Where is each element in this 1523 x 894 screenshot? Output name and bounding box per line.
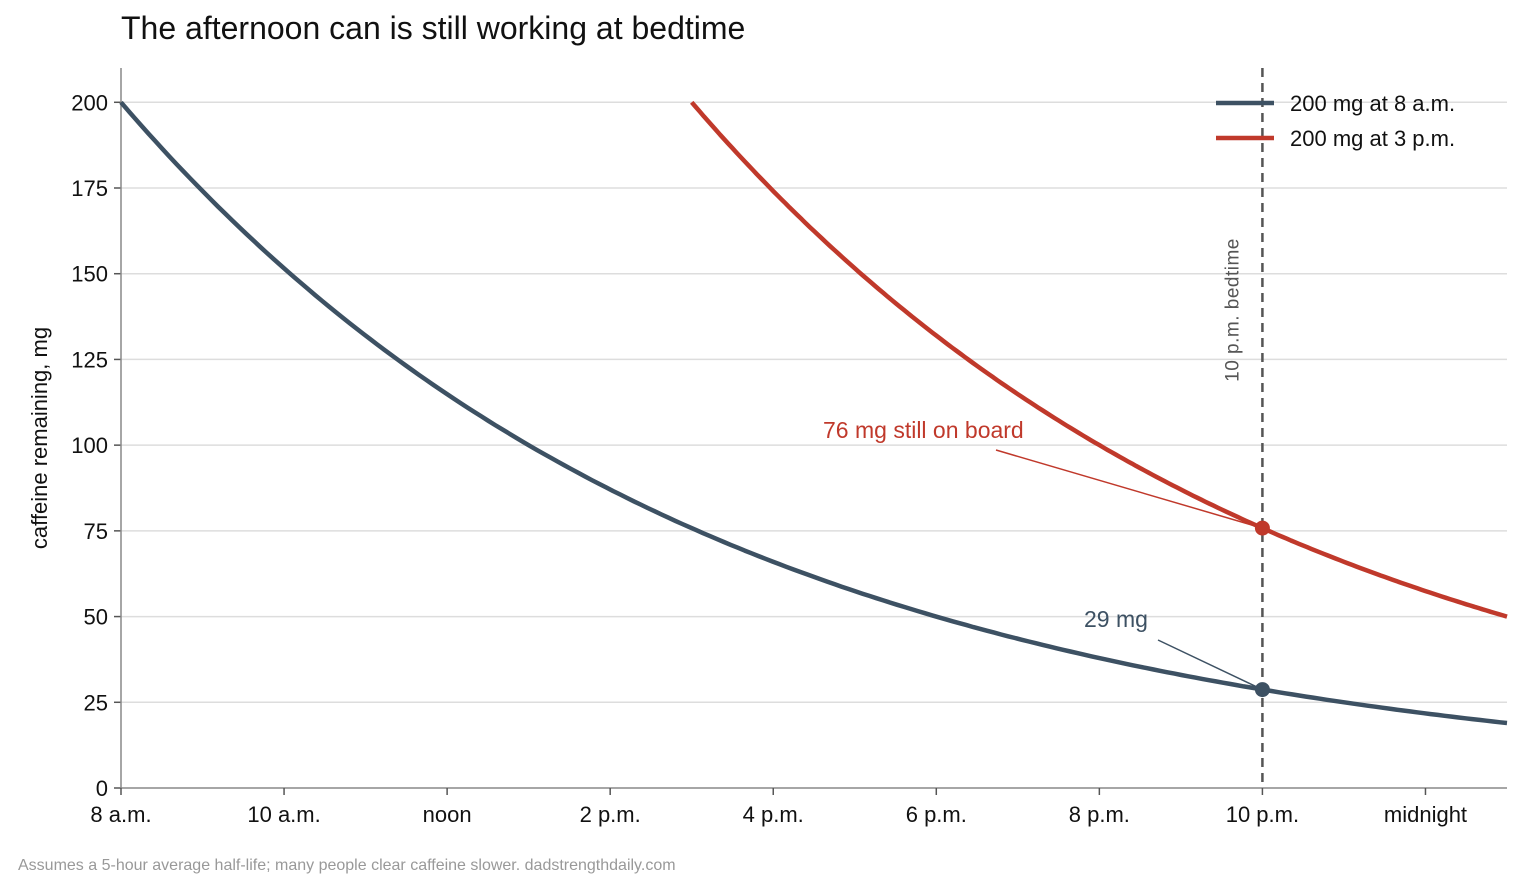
legend-entry-2: 200 mg at 3 p.m. xyxy=(1290,126,1455,151)
legend-entry-1: 200 mg at 8 a.m. xyxy=(1290,91,1455,116)
y-tick-label: 125 xyxy=(71,347,108,372)
x-tick-label: 8 a.m. xyxy=(90,802,151,827)
y-tick-label: 50 xyxy=(84,605,108,630)
series-lines xyxy=(119,100,1508,726)
legend: 200 mg at 8 a.m. 200 mg at 3 p.m. xyxy=(1216,91,1455,151)
axes xyxy=(114,68,1507,795)
annotation-leader-navy xyxy=(1157,639,1263,691)
bedtime-reference: 10 p.m. bedtime xyxy=(1222,68,1264,788)
chart-title: The afternoon can is still working at be… xyxy=(121,10,746,46)
y-tick-label: 25 xyxy=(84,690,108,715)
y-tick-label: 100 xyxy=(71,433,108,458)
x-tick-label: 4 p.m. xyxy=(743,802,804,827)
y-axis-label: caffeine remaining, mg xyxy=(27,327,52,549)
footnote: Assumes a 5-hour average half-life; many… xyxy=(18,857,676,874)
y-tick-label: 150 xyxy=(71,262,108,287)
annotations: 76 mg still on board 29 mg xyxy=(823,417,1270,698)
series-line-1 xyxy=(119,100,1508,726)
x-tick-label: 6 p.m. xyxy=(906,802,967,827)
x-tick-label: 8 p.m. xyxy=(1069,802,1130,827)
gridlines xyxy=(121,101,1507,704)
y-tick-label: 0 xyxy=(96,776,108,801)
annotation-point-red xyxy=(1254,520,1270,536)
annotation-point-navy xyxy=(1254,682,1270,698)
series-line-2 xyxy=(690,100,1508,619)
y-tick-labels: 0 25 50 75 100 125 150 175 200 xyxy=(71,90,108,801)
y-tick-label: 175 xyxy=(71,176,108,201)
x-tick-label: 10 p.m. xyxy=(1226,802,1299,827)
y-tick-label: 75 xyxy=(84,519,108,544)
bedtime-label: 10 p.m. bedtime xyxy=(1222,238,1243,382)
x-tick-labels: 8 a.m. 10 a.m. noon 2 p.m. 4 p.m. 6 p.m. 8 p.m… xyxy=(90,802,1467,827)
x-tick-label: 2 p.m. xyxy=(580,802,641,827)
y-tick-label: 200 xyxy=(71,90,108,115)
annotation-leader-red xyxy=(995,449,1263,529)
x-tick-label: midnight xyxy=(1384,802,1467,827)
x-tick-label: 10 a.m. xyxy=(247,802,320,827)
annotation-label-red: 76 mg still on board xyxy=(823,417,1024,443)
annotation-label-navy: 29 mg xyxy=(1084,606,1148,632)
x-tick-label: noon xyxy=(423,802,472,827)
